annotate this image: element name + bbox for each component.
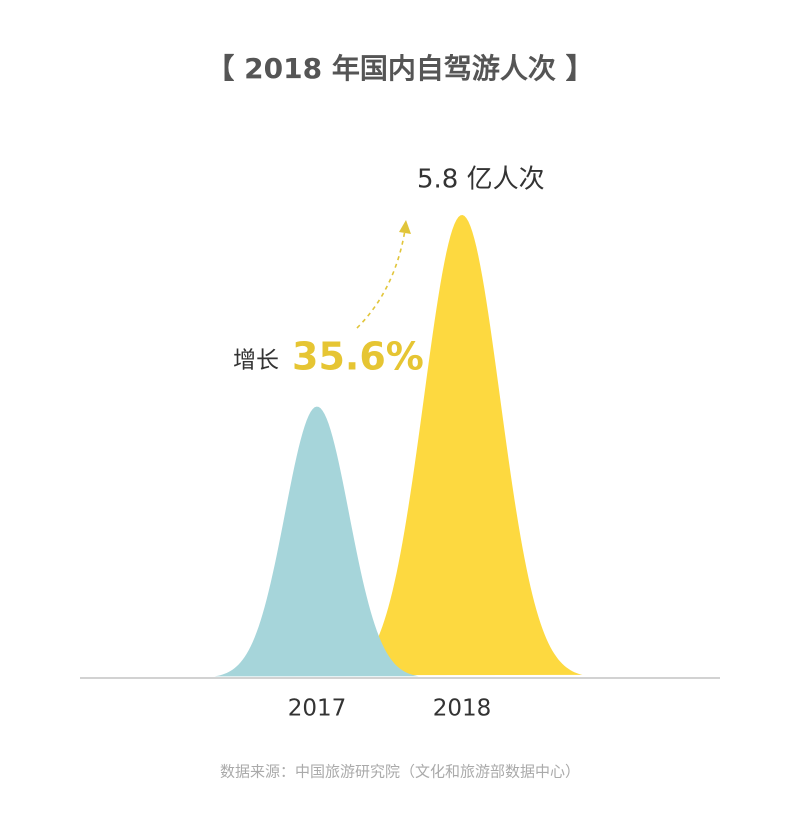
arrow-head [399, 220, 411, 234]
value-label: 5.8 亿人次 [417, 164, 545, 194]
growth-label: 增长 [233, 348, 279, 374]
growth-arrow [356, 229, 406, 329]
source: 数据来源：中国旅游研究院（文化和旅游部数据中心） [220, 763, 580, 781]
growth-value: 35.6% [292, 335, 424, 379]
peak [340, 215, 583, 676]
plot-area [214, 215, 583, 677]
peak [214, 406, 419, 677]
x-tick-label: 2017 [288, 696, 347, 722]
x-tick-label: 2018 [433, 696, 492, 722]
chart-title: 【 2018 年国内自驾游人次 】 [206, 52, 593, 85]
